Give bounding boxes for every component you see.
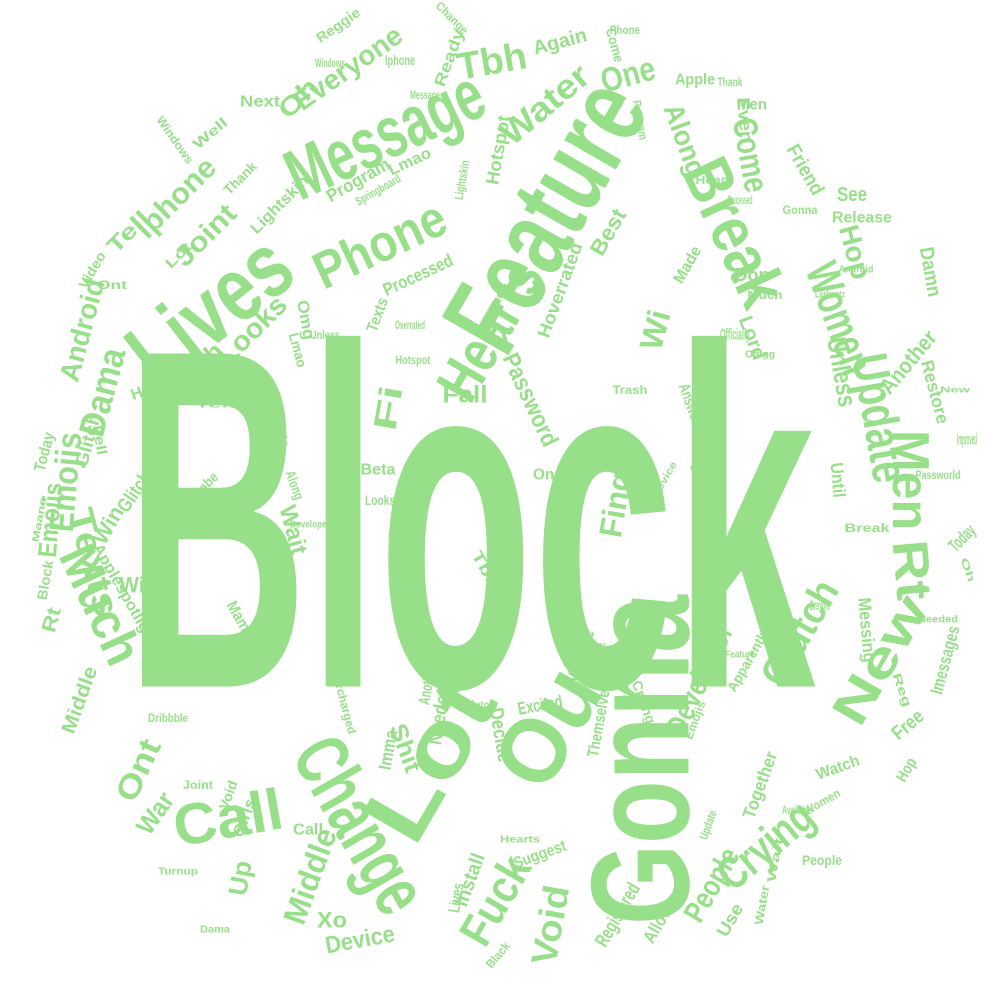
word-break-162: Break xyxy=(845,521,890,535)
word-finally-100: Finally xyxy=(220,658,260,672)
word-rt-16: Rt xyxy=(881,538,942,603)
word-needed-164: Needed xyxy=(918,615,958,626)
word-brick-149: Brick xyxy=(258,432,288,449)
word-men-17: Men xyxy=(881,430,939,530)
word-ont-184: Ont xyxy=(97,278,127,292)
word-tbh-26: Tbh xyxy=(454,35,530,89)
word-improved-125: Improved xyxy=(957,432,977,449)
word-up-53: Up xyxy=(222,858,258,898)
word-overrated-187: Overrated xyxy=(395,318,425,332)
word-up-132: Up xyxy=(562,591,584,624)
word-iphone-176: Iphone xyxy=(385,52,415,68)
word-feature-183: Feature xyxy=(725,650,755,661)
word-block-98: Block xyxy=(34,559,57,601)
word-finger-138: Finger xyxy=(596,642,631,659)
word-heart-178: Heart xyxy=(696,173,731,187)
word-water-158: Water xyxy=(752,884,773,926)
word-friend-74: Friend xyxy=(782,141,829,200)
word-watch-117: Watch xyxy=(814,752,862,783)
word-people-157: People xyxy=(802,852,842,868)
word-beta-144: Beta xyxy=(361,462,396,479)
word-lives-153: Lives xyxy=(446,882,468,915)
word-hotspot-186: Hotspot xyxy=(396,353,431,367)
word-fall-45: Fall xyxy=(443,382,488,409)
word-reggie-81: Reggie xyxy=(313,4,363,46)
word-one-143: One xyxy=(533,467,563,484)
word-see-75: See xyxy=(837,184,867,206)
word-xo-54: Xo xyxy=(317,908,347,933)
word-hearts-168: Hearts xyxy=(500,835,541,846)
word-omgg-191: Omgg xyxy=(745,350,775,361)
word-unless-185: Unless xyxy=(310,328,340,342)
word-until-128: Until xyxy=(827,462,850,499)
word-thank-193: Thank xyxy=(718,75,743,89)
word-phone-177: Phone xyxy=(610,23,640,37)
word-lashpotz-190: Lashpotz xyxy=(815,290,845,301)
word-win-141: Win xyxy=(692,447,712,464)
word-wi-96: Wi xyxy=(120,573,145,598)
word-looks-145: Looks xyxy=(365,492,395,508)
word-windows-175: Windows xyxy=(315,56,345,70)
word-call-154: Call xyxy=(293,822,323,839)
word-war-142: War xyxy=(690,462,721,478)
word-developer-171: Developer xyxy=(290,520,330,531)
word-fi-43: Fi xyxy=(366,383,409,434)
word-one-28: One xyxy=(597,50,660,101)
word-lightskin-172: Lightskin xyxy=(452,159,473,201)
word-imessages-121: Imessages xyxy=(926,624,963,697)
word-dribbble-156: Dribbble xyxy=(148,711,188,725)
word-cloud-words: BlockGonnaFeatureLotOutLivesMessageChang… xyxy=(31,0,980,971)
word-fell-91: Fell xyxy=(90,424,111,456)
word-dama-151: Dama xyxy=(200,925,230,936)
word-next-59: Next xyxy=(240,94,281,111)
word-passworld-126: Passworld xyxy=(916,468,961,482)
word-oh-124: Oh xyxy=(958,556,977,583)
word-new-127: New xyxy=(940,386,971,395)
word-again-79: Again xyxy=(531,24,590,59)
word-don-71: Don xyxy=(735,265,770,285)
word-today-123: Today xyxy=(944,520,979,555)
word-block-0: Block xyxy=(125,250,817,790)
word-free-118: Free xyxy=(888,705,929,744)
word-release-76: Release xyxy=(832,210,892,227)
word-shit-131: Shit xyxy=(705,563,735,577)
word-middle-155: Middle xyxy=(58,663,103,736)
word-clutch-188: Clutch xyxy=(465,698,495,712)
word-gonna-179: Gonna xyxy=(783,203,818,217)
word-thank-66: Thank xyxy=(220,158,260,198)
word-another-135: Another xyxy=(416,664,440,706)
word-processed-192: Processed xyxy=(728,193,753,207)
word-damn-73: Damn xyxy=(915,245,945,298)
word-emojis-93: Emojis xyxy=(32,481,68,558)
word-turnup-150: Turnup xyxy=(158,867,198,878)
word-much-181: Much xyxy=(748,288,783,302)
word-program-173: Program xyxy=(630,99,651,141)
word-hop-119: Hop xyxy=(893,755,920,785)
word-android-189: Android xyxy=(839,265,874,276)
word-even-77: Even xyxy=(733,97,757,144)
word-message-174: Message xyxy=(410,88,440,102)
word-officially-165: Officially xyxy=(720,327,750,344)
word-apple-78: Apple xyxy=(675,72,715,89)
word-trash-180: Trash xyxy=(613,383,648,397)
word-along-29: Along xyxy=(658,99,713,180)
word-find-130: Find xyxy=(707,532,737,548)
word-men-84: Men xyxy=(737,97,767,114)
word-available-160: Available xyxy=(782,803,812,817)
word-tell-182: Tell xyxy=(195,400,236,411)
word-well-60: Well xyxy=(190,114,231,152)
word-void-36: Void xyxy=(523,882,577,968)
word-fi-134: Fi xyxy=(480,592,521,628)
word-omg-87: Omg xyxy=(293,299,317,341)
word-joint-103: Joint xyxy=(183,778,213,792)
word-gonna-1: Gonna xyxy=(562,594,719,925)
word-rt-97: Rt xyxy=(38,605,66,635)
word-emojis-21: Emojis xyxy=(43,431,90,534)
word-everyone-163: Everyone xyxy=(810,597,830,613)
word-women-161: Women xyxy=(801,786,843,818)
